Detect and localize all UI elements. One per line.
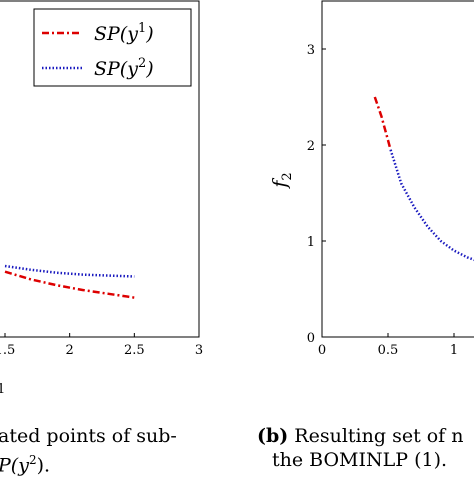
legend-label-sp-y1: SP(y1) (94, 21, 154, 45)
panel-a-x-tick-label: 3 (195, 343, 203, 358)
panel-a-x-tick-label: 2 (66, 343, 74, 358)
panel-b-frame (321, 0, 474, 338)
panel-a-series-sp-y2 (4, 264, 135, 278)
legend-label-sp-y2: SP(y2) (94, 56, 154, 80)
caption-a-line-1: ated points of sub- (0, 425, 177, 447)
panel-a-x-axis-fragment: 1 (0, 382, 5, 397)
caption-a-line-2: P(y2). (0, 453, 51, 477)
panel-b-x-tick-label: 0.5 (378, 343, 399, 358)
panel-a-series-sp-y1 (4, 270, 135, 299)
panel-b-y-tick-label: 0 (307, 331, 315, 346)
panel-a-x-tick-label: 1.5 (0, 343, 15, 358)
caption-b-line-2: the BOMINLP (1). (272, 449, 448, 471)
panel-b-y-ticks: 0 1 2 3 (307, 43, 326, 346)
panel-b-x-tick-label: 0 (318, 343, 326, 358)
panel-b-lines (373, 96, 474, 262)
panel-b-y-tick-label: 3 (307, 43, 315, 58)
panel-a-legend: SP(y1) SP(y2) (33, 8, 192, 87)
panel-b-y-axis-label: f2 (269, 172, 295, 189)
caption-b-line-1: (b) Resulting set of n (257, 425, 464, 447)
legend-box (33, 8, 192, 87)
panel-b-series-sp-y2 (389, 149, 474, 262)
panel-b-x-ticks: 0 0.5 1 (318, 333, 458, 358)
panel-a-lines (4, 264, 135, 299)
panel-b-x-tick-label: 1 (450, 343, 458, 358)
panel-b-y-tick-label: 1 (307, 235, 315, 250)
panel-b-y-tick-label: 2 (307, 139, 315, 154)
panel-b-series-sp-y1 (373, 96, 392, 151)
panel-a-x-ticks: 1.5 2 2.5 3 (0, 333, 203, 358)
panel-a-x-tick-label: 2.5 (124, 343, 145, 358)
panel-a-frame (0, 0, 200, 338)
panel-a: 1.5 2 2.5 3 1 SP(y1) SP(y2) (0, 0, 203, 397)
